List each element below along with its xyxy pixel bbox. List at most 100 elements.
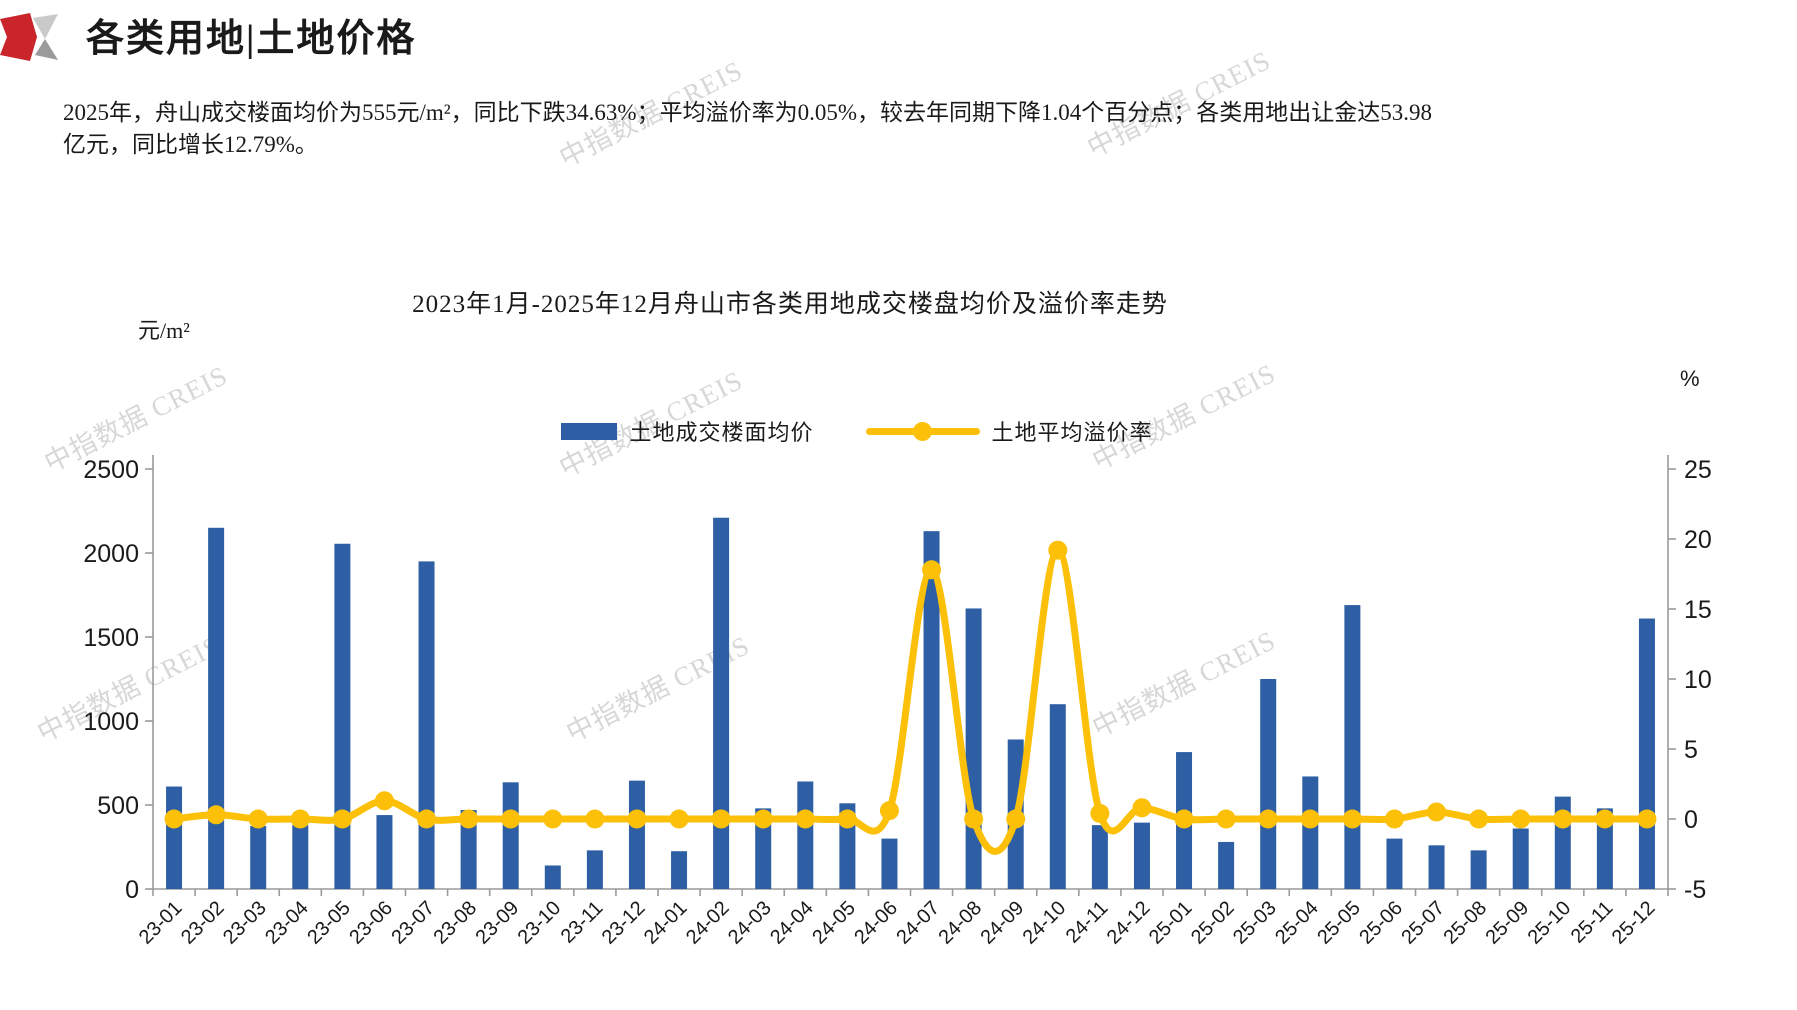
summary-line-2: 亿元，同比增长12.79%。 <box>63 132 318 157</box>
x-axis-tick-label: 24-05 <box>808 897 860 949</box>
line-marker-25-09 <box>1511 809 1531 829</box>
bar-25-11 <box>1596 808 1613 889</box>
bar-23-11 <box>586 850 603 889</box>
line-marker-24-11 <box>1090 803 1110 823</box>
bar-23-06 <box>376 815 393 889</box>
x-axis-tick-label: 24-07 <box>892 897 944 949</box>
line-marker-24-10 <box>1048 540 1068 560</box>
legend-label-line: 土地平均溢价率 <box>991 420 1153 445</box>
axis-tick-labels: 05001000150020002500-5051015202523-0123-… <box>83 456 1711 949</box>
x-axis-tick-label: 24-11 <box>1062 897 1113 948</box>
line-marker-24-09 <box>1006 809 1026 829</box>
x-axis-tick-label: 23-05 <box>303 897 355 949</box>
x-axis-tick-label: 25-05 <box>1313 897 1365 949</box>
bar-23-10 <box>544 865 561 889</box>
bar-24-11 <box>1091 825 1108 889</box>
line-marker-24-07 <box>922 560 942 580</box>
right-axis-tick-label: 0 <box>1684 806 1698 834</box>
chart-legend: 土地成交楼面均价 土地平均溢价率 <box>0 415 1714 447</box>
line-marker-23-11 <box>585 809 605 829</box>
line-marker-24-01 <box>669 809 689 829</box>
x-axis-tick-label: 25-06 <box>1355 897 1407 949</box>
line-marker-25-10 <box>1553 809 1573 829</box>
bar-24-10 <box>1049 704 1066 889</box>
line-marker-23-12 <box>627 809 647 829</box>
legend-item-line: 土地平均溢价率 <box>865 415 1153 447</box>
right-axis-tick-label: 5 <box>1684 736 1698 764</box>
x-axis-tick-label: 25-09 <box>1482 897 1534 949</box>
x-axis-tick-label: 24-01 <box>640 897 692 949</box>
bar-25-06 <box>1386 838 1403 889</box>
bar-swatch-icon <box>561 422 618 440</box>
line-marker-25-07 <box>1427 802 1447 822</box>
x-axis-tick-label: 25-08 <box>1439 897 1491 949</box>
x-axis-tick-label: 25-02 <box>1187 897 1239 949</box>
line-marker-25-05 <box>1342 809 1362 829</box>
bar-25-08 <box>1470 850 1487 889</box>
line-marker-23-08 <box>459 809 479 829</box>
line-marker-23-04 <box>290 809 310 829</box>
line-swatch-icon <box>865 421 980 441</box>
line-marker-25-01 <box>1174 809 1194 829</box>
bar-25-03 <box>1260 679 1277 889</box>
left-axis-tick-label: 1500 <box>83 624 139 652</box>
line-marker-25-04 <box>1300 809 1320 829</box>
bar-25-04 <box>1302 776 1319 889</box>
bar-24-02 <box>713 517 730 889</box>
line-marker-24-04 <box>795 809 815 829</box>
x-axis-tick-label: 25-01 <box>1145 897 1197 949</box>
bar-23-03 <box>250 826 267 889</box>
line-marker-23-07 <box>417 809 437 829</box>
line-marker-25-08 <box>1469 809 1489 829</box>
bar-23-01 <box>166 786 183 889</box>
bar-24-07 <box>923 531 940 889</box>
left-axis-tick-label: 2500 <box>83 456 139 484</box>
right-axis-tick-label: 20 <box>1684 526 1712 554</box>
legend-item-bar: 土地成交楼面均价 <box>561 415 813 447</box>
right-axis-tick-label: -5 <box>1684 876 1706 904</box>
x-axis-tick-label: 25-11 <box>1567 897 1618 948</box>
bars-group <box>166 517 1655 889</box>
creis-logo-icon <box>0 13 58 61</box>
premium-line <box>170 546 1651 855</box>
line-marker-23-01 <box>164 809 184 829</box>
bar-25-12 <box>1638 618 1655 889</box>
bar-23-09 <box>502 782 519 889</box>
bar-25-02 <box>1218 841 1235 889</box>
line-marker-23-10 <box>543 809 563 829</box>
line-marker-25-11 <box>1595 809 1615 829</box>
chart-title: 2023年1月-2025年12月舟山市各类用地成交楼盘均价及溢价率走势 <box>412 291 1168 318</box>
premium-line-group <box>164 540 1657 855</box>
left-axis-tick-label: 0 <box>125 876 139 904</box>
x-axis-tick-label: 25-07 <box>1397 897 1449 949</box>
bar-25-05 <box>1344 605 1361 889</box>
summary-text: 2025年，舟山成交楼面均价为555元/m²，同比下跌34.63%；平均溢价率为… <box>63 97 1432 161</box>
right-axis-tick-label: 10 <box>1684 666 1712 694</box>
line-marker-24-08 <box>964 809 984 829</box>
left-axis-unit: 元/m² <box>138 318 190 343</box>
x-axis-tick-label: 23-01 <box>135 897 187 949</box>
bar-24-03 <box>755 808 772 889</box>
summary-line-1: 2025年，舟山成交楼面均价为555元/m²，同比下跌34.63%；平均溢价率为… <box>63 100 1432 125</box>
x-axis-tick-label: 24-09 <box>977 897 1029 949</box>
bar-24-01 <box>671 851 688 889</box>
bar-24-12 <box>1133 822 1150 889</box>
watermark-text: 中指数据 CREIS <box>1087 625 1280 743</box>
x-axis-tick-label: 24-10 <box>1019 897 1071 949</box>
x-axis-tick-label: 23-02 <box>177 897 229 949</box>
line-marker-25-03 <box>1258 809 1278 829</box>
x-axis-tick-label: 25-03 <box>1229 897 1281 949</box>
line-marker-25-12 <box>1637 809 1657 829</box>
x-axis-tick-label: 23-04 <box>261 897 313 949</box>
line-marker-24-12 <box>1132 798 1152 818</box>
x-axis-tick-label: 24-08 <box>934 897 986 949</box>
bar-25-07 <box>1428 845 1445 889</box>
line-marker-23-02 <box>206 805 226 825</box>
line-marker-23-06 <box>374 791 394 811</box>
bar-24-04 <box>797 781 814 889</box>
bar-23-02 <box>208 527 225 889</box>
line-marker-24-06 <box>879 801 899 821</box>
x-axis-tick-label: 24-12 <box>1103 897 1155 949</box>
bar-23-04 <box>292 825 309 889</box>
